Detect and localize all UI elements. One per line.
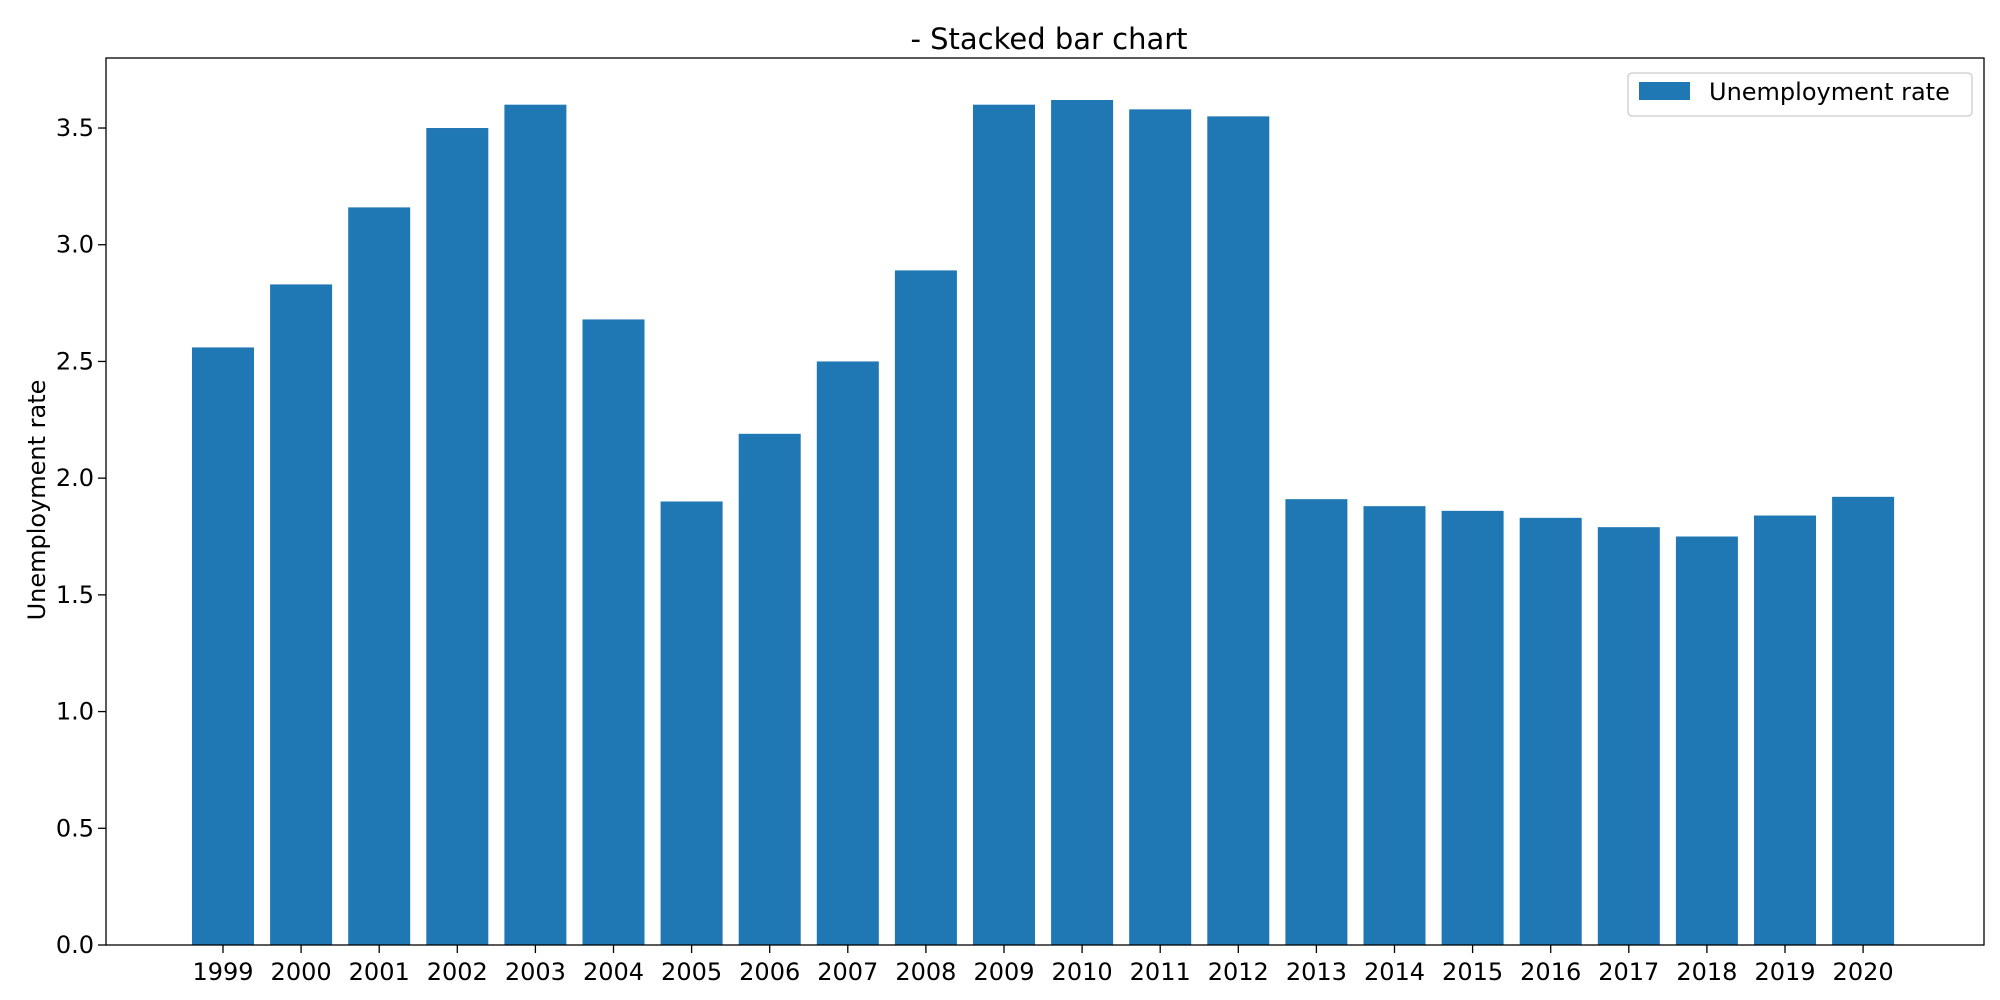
x-tick-label: 2020 (1833, 958, 1894, 986)
x-tick-label: 2003 (505, 958, 566, 986)
bar-2015 (1441, 510, 1504, 945)
legend: Unemployment rate (1627, 72, 1973, 117)
x-tick-label: 2019 (1754, 958, 1815, 986)
x-axis-ticks: 1999 2000 2001 2002 2003 2004 2005 2006 2007 2008… (192, 945, 1894, 986)
x-tick-label: 2016 (1520, 958, 1581, 986)
x-tick-label: 2000 (271, 958, 332, 986)
bar-2008 (894, 270, 957, 945)
legend-box (1627, 72, 1973, 117)
x-tick-label: 2014 (1364, 958, 1425, 986)
x-tick-label: 2009 (973, 958, 1034, 986)
plot-frame (105, 57, 1985, 946)
legend-label: Unemployment rate (1709, 78, 1950, 106)
y-tick-label: 1.0 (56, 698, 94, 726)
bar-2018 (1675, 536, 1738, 945)
legend-swatch (1639, 82, 1690, 100)
y-tick-label: 0.0 (56, 931, 94, 959)
x-tick-label: 2007 (817, 958, 878, 986)
bar-2007 (816, 361, 879, 945)
x-tick-label: 2006 (739, 958, 800, 986)
bar-2002 (426, 128, 489, 945)
bar-2003 (504, 104, 567, 946)
bar-2005 (660, 501, 723, 945)
bar-2019 (1754, 515, 1816, 945)
x-tick-label: 2005 (661, 958, 722, 986)
bar-2020 (1832, 496, 1895, 945)
bar-2009 (973, 104, 1035, 946)
bar-1999 (192, 347, 254, 945)
bar-2006 (738, 433, 801, 945)
y-tick-label: 2.0 (56, 464, 94, 492)
x-tick-label: 2013 (1286, 958, 1347, 986)
bars (192, 100, 1895, 946)
bar-2004 (582, 319, 645, 945)
x-tick-label: 2001 (349, 958, 410, 986)
bar-2016 (1519, 517, 1582, 945)
x-tick-label: 2010 (1052, 958, 1113, 986)
bar-2001 (348, 207, 411, 945)
bar-2013 (1285, 499, 1348, 945)
x-tick-label: 2008 (895, 958, 956, 986)
bar-2011 (1129, 109, 1192, 946)
x-tick-label: 2018 (1676, 958, 1737, 986)
y-tick-label: 2.5 (56, 347, 94, 375)
bar-2000 (270, 284, 333, 945)
x-tick-label: 2004 (583, 958, 644, 986)
y-axis-ticks: 0.0 0.5 1.0 1.5 2.0 2.5 3.0 3.5 (56, 114, 106, 959)
x-tick-label: 2012 (1208, 958, 1269, 986)
x-tick-label: 1999 (192, 958, 253, 986)
bar-2017 (1597, 527, 1660, 945)
y-tick-label: 0.5 (56, 814, 94, 842)
bar-2010 (1051, 100, 1114, 945)
x-tick-label: 2017 (1598, 958, 1659, 986)
chart-title: - Stacked bar chart (910, 22, 1187, 56)
y-tick-label: 3.0 (56, 231, 94, 259)
y-tick-label: 3.5 (56, 114, 94, 142)
y-axis-label: Unemployment rate (23, 380, 51, 621)
x-tick-label: 2002 (427, 958, 488, 986)
x-tick-label: 2011 (1130, 958, 1191, 986)
y-tick-label: 1.5 (56, 581, 94, 609)
bar-2012 (1207, 116, 1270, 946)
x-tick-label: 2015 (1442, 958, 1503, 986)
bar-2014 (1363, 506, 1426, 945)
